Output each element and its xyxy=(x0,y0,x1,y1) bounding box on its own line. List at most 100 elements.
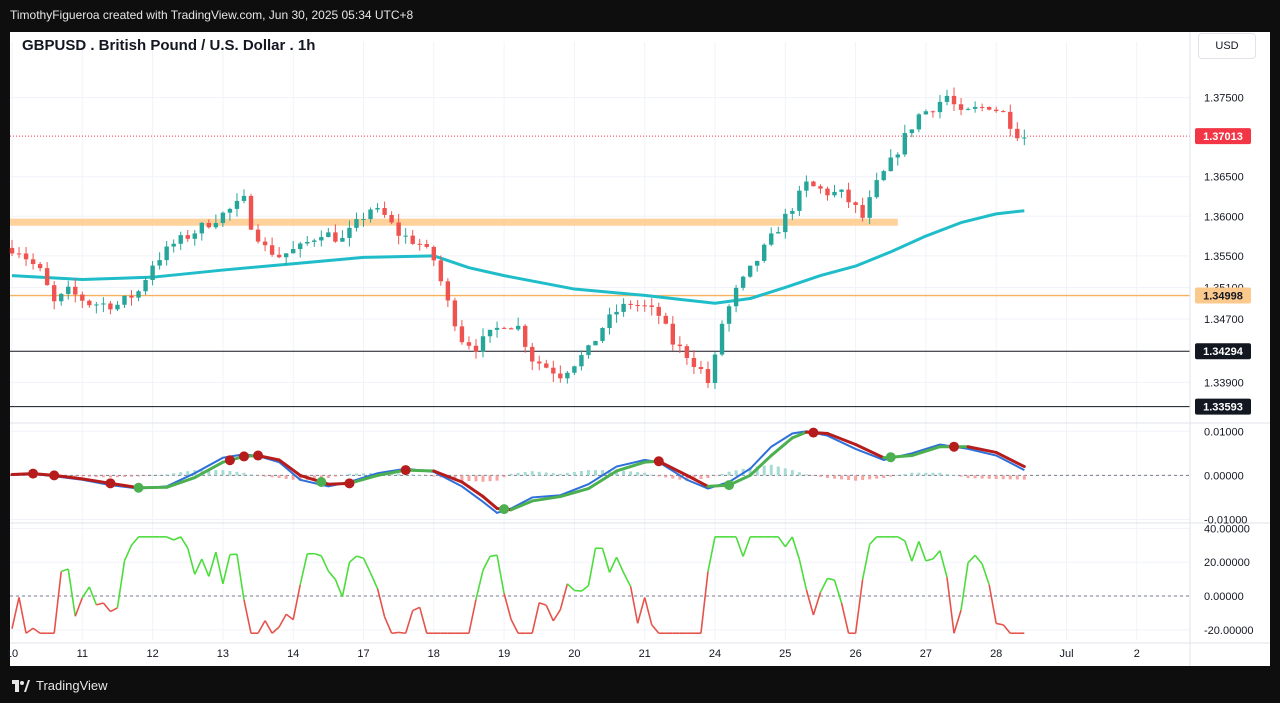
macd-histogram-bar xyxy=(362,473,365,476)
candle-body xyxy=(909,129,915,134)
candle-body xyxy=(572,366,577,373)
candle-body xyxy=(825,188,830,196)
oscillator-segment xyxy=(580,585,589,592)
oscillator-segment xyxy=(629,586,639,624)
macd-histogram-bar xyxy=(1015,475,1019,480)
macd-histogram-bar xyxy=(488,475,492,482)
price-label-box xyxy=(1195,398,1251,415)
chart-frame[interactable] xyxy=(10,32,1270,666)
macd-histogram-bar xyxy=(924,472,928,476)
macd-histogram-bar xyxy=(699,475,703,479)
candle-body xyxy=(979,106,985,108)
oscillator-segment xyxy=(418,607,428,634)
signal-line-segment xyxy=(685,473,710,488)
macd-histogram-bar xyxy=(179,472,183,476)
candle-body xyxy=(551,367,556,374)
axes: 1.375001.365001.360001.355001.351001.347… xyxy=(6,32,1270,666)
macd-histogram-bar xyxy=(593,470,597,476)
macd-histogram-bar xyxy=(608,470,612,476)
oscillator-segment xyxy=(376,588,386,618)
tradingview-brand[interactable]: TradingView xyxy=(12,678,108,693)
candle-body xyxy=(9,247,15,254)
candle-body xyxy=(621,303,626,312)
oscillator-segment xyxy=(391,631,399,635)
candle-body xyxy=(797,190,802,211)
oscillator-segment xyxy=(777,536,786,548)
candle-body xyxy=(340,237,345,242)
time-axis-label: 24 xyxy=(709,648,721,660)
oscillator-segment xyxy=(123,544,133,562)
oscillator-segment xyxy=(981,563,990,585)
candle-body xyxy=(312,240,317,242)
candle-body xyxy=(143,279,148,292)
macd-histogram-bar xyxy=(650,474,654,476)
oscillator-segment xyxy=(271,626,280,634)
macd-histogram-bar xyxy=(369,473,373,476)
candle-body xyxy=(754,260,760,266)
candle-body xyxy=(291,249,296,254)
oscillator-segment xyxy=(348,555,357,563)
macd-histogram-bar xyxy=(952,475,956,476)
macd-histogram-bar xyxy=(636,472,640,476)
oscillator-segment xyxy=(967,554,976,564)
oscillator-segment xyxy=(932,550,941,560)
candle-body xyxy=(305,241,310,244)
candle-body xyxy=(326,232,331,238)
macd-histogram-bar xyxy=(903,474,907,476)
oscillator-segment xyxy=(96,602,104,606)
oscillator-segment xyxy=(735,536,744,557)
macd-histogram-bar xyxy=(579,471,583,476)
macd-histogram-bar xyxy=(87,475,91,477)
oscillator-segment xyxy=(503,593,512,620)
oscillator-segment xyxy=(939,550,948,578)
resistance-zone-band xyxy=(10,218,898,226)
candle-body xyxy=(23,253,29,260)
oscillator-segment xyxy=(180,536,189,549)
macd-histogram-bar xyxy=(453,475,457,480)
oscillator-segment xyxy=(482,555,491,571)
candle-body xyxy=(508,328,514,330)
oscillator-segment xyxy=(201,558,210,577)
oscillator-axis-tick: 0.00000 xyxy=(1204,591,1244,603)
signal-line-segment xyxy=(165,476,197,489)
oscillator-segment xyxy=(918,541,927,562)
candle-body xyxy=(480,336,486,352)
macd-cross-marker xyxy=(885,452,896,463)
grid-lines xyxy=(10,42,1270,640)
macd-histogram-bar xyxy=(460,475,464,481)
macd-histogram-bar xyxy=(158,474,162,476)
time-axis-label: 25 xyxy=(779,648,791,660)
candle-body xyxy=(51,285,57,302)
oscillator-segment xyxy=(897,536,906,542)
macd-histogram-bar xyxy=(671,475,675,479)
oscillator-segment xyxy=(869,536,878,545)
candle-body xyxy=(515,325,521,330)
candle-body xyxy=(192,233,197,239)
macd-histogram-bar xyxy=(270,475,274,478)
candle-body xyxy=(951,95,957,105)
macd-histogram-bar xyxy=(291,475,295,480)
macd-histogram-bar xyxy=(474,475,478,482)
candle-body xyxy=(199,222,205,234)
macd-histogram-bar xyxy=(298,475,302,481)
candle-body xyxy=(783,213,788,233)
candle-body xyxy=(319,237,324,241)
macd-histogram-bar xyxy=(186,471,190,476)
macd-histogram-bar xyxy=(643,472,647,476)
candles xyxy=(9,87,1027,390)
time-axis-label: 21 xyxy=(639,648,651,660)
oscillator-segment xyxy=(545,604,555,622)
oscillator-segment xyxy=(510,619,519,634)
macd-histogram-bar xyxy=(481,475,485,482)
time-axis-label: 19 xyxy=(498,648,510,660)
oscillator-segment xyxy=(194,558,203,575)
oscillator-segment xyxy=(327,570,336,580)
macd-histogram-bar xyxy=(249,474,253,476)
currency-button[interactable]: USD xyxy=(1198,33,1256,59)
candle-body xyxy=(354,219,359,228)
macd-histogram-bar xyxy=(678,475,682,480)
candle-body xyxy=(888,157,893,172)
oscillator-segment xyxy=(369,572,379,590)
candle-body xyxy=(396,222,401,236)
